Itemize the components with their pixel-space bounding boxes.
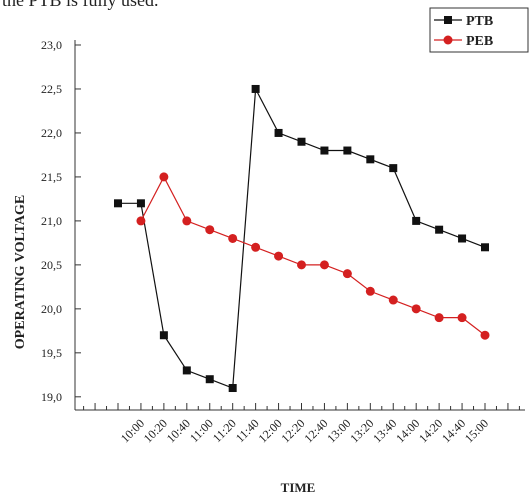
legend-marker (444, 16, 452, 24)
legend-label: PTB (466, 14, 493, 29)
y-tick-label: 19,5 (41, 346, 62, 360)
x-tick-label: 13:00 (324, 416, 353, 445)
y-tick-label: 19,0 (41, 390, 62, 404)
marker (342, 269, 352, 279)
x-tick-label: 11:40 (233, 416, 262, 445)
marker (319, 260, 329, 270)
marker (434, 313, 444, 323)
series-line (118, 86, 486, 389)
x-tick-label: 12:20 (278, 416, 307, 445)
y-tick-label: 21,0 (41, 214, 62, 228)
marker (458, 234, 467, 243)
marker (366, 155, 375, 164)
marker (274, 251, 284, 261)
marker (480, 330, 490, 340)
x-tick-label: 14:20 (416, 416, 445, 445)
marker (343, 146, 352, 155)
y-tick-label: 22,5 (41, 82, 62, 96)
marker (136, 199, 145, 208)
marker (411, 304, 421, 314)
x-tick-label: 13:40 (370, 416, 399, 445)
marker (182, 216, 192, 226)
x-tick-label: 10:20 (141, 416, 170, 445)
x-tick-label: 14:00 (393, 416, 422, 445)
marker (182, 366, 191, 375)
marker (136, 216, 146, 226)
marker (114, 199, 122, 208)
x-tick-label: 15:00 (462, 416, 491, 445)
marker (251, 242, 261, 252)
marker (251, 84, 260, 93)
note: the PTB is fully used. (2, 0, 159, 10)
legend-label: PEB (466, 34, 493, 49)
marker (228, 384, 237, 393)
legend-box (429, 7, 529, 53)
series-line (140, 175, 486, 336)
marker (412, 216, 421, 225)
marker (320, 146, 329, 155)
x-tick-label: 13:20 (347, 416, 376, 445)
x-tick-label: 12:00 (255, 416, 284, 445)
x-tick-label: 12:40 (301, 416, 330, 445)
marker (205, 375, 214, 384)
legend-marker (443, 35, 453, 45)
y-tick-label: 20,5 (41, 258, 62, 272)
x-tick-label: 14:40 (439, 416, 468, 445)
marker (389, 164, 398, 173)
marker (228, 233, 238, 243)
x-axis-label: TIME (281, 480, 316, 495)
marker (274, 128, 283, 137)
x-tick-label: 10:00 (118, 416, 147, 445)
x-tick-label: 11:20 (210, 416, 239, 445)
y-tick-label: 23,0 (41, 38, 62, 52)
y-tick-label: 20,0 (41, 302, 62, 316)
marker (481, 243, 489, 252)
marker (159, 172, 169, 182)
y-tick-label: 22,0 (41, 126, 62, 140)
marker (159, 331, 168, 340)
x-tick-label: 10:40 (164, 416, 193, 445)
marker (365, 286, 375, 296)
marker (297, 137, 306, 146)
marker (388, 295, 398, 305)
marker (297, 260, 306, 270)
y-axis-label: OPERATING VOLTAGE (13, 195, 28, 349)
marker (435, 225, 444, 234)
marker (457, 313, 467, 323)
x-tick-label: 11:00 (187, 416, 216, 445)
marker (205, 225, 215, 235)
y-tick-label: 21,5 (41, 170, 62, 184)
